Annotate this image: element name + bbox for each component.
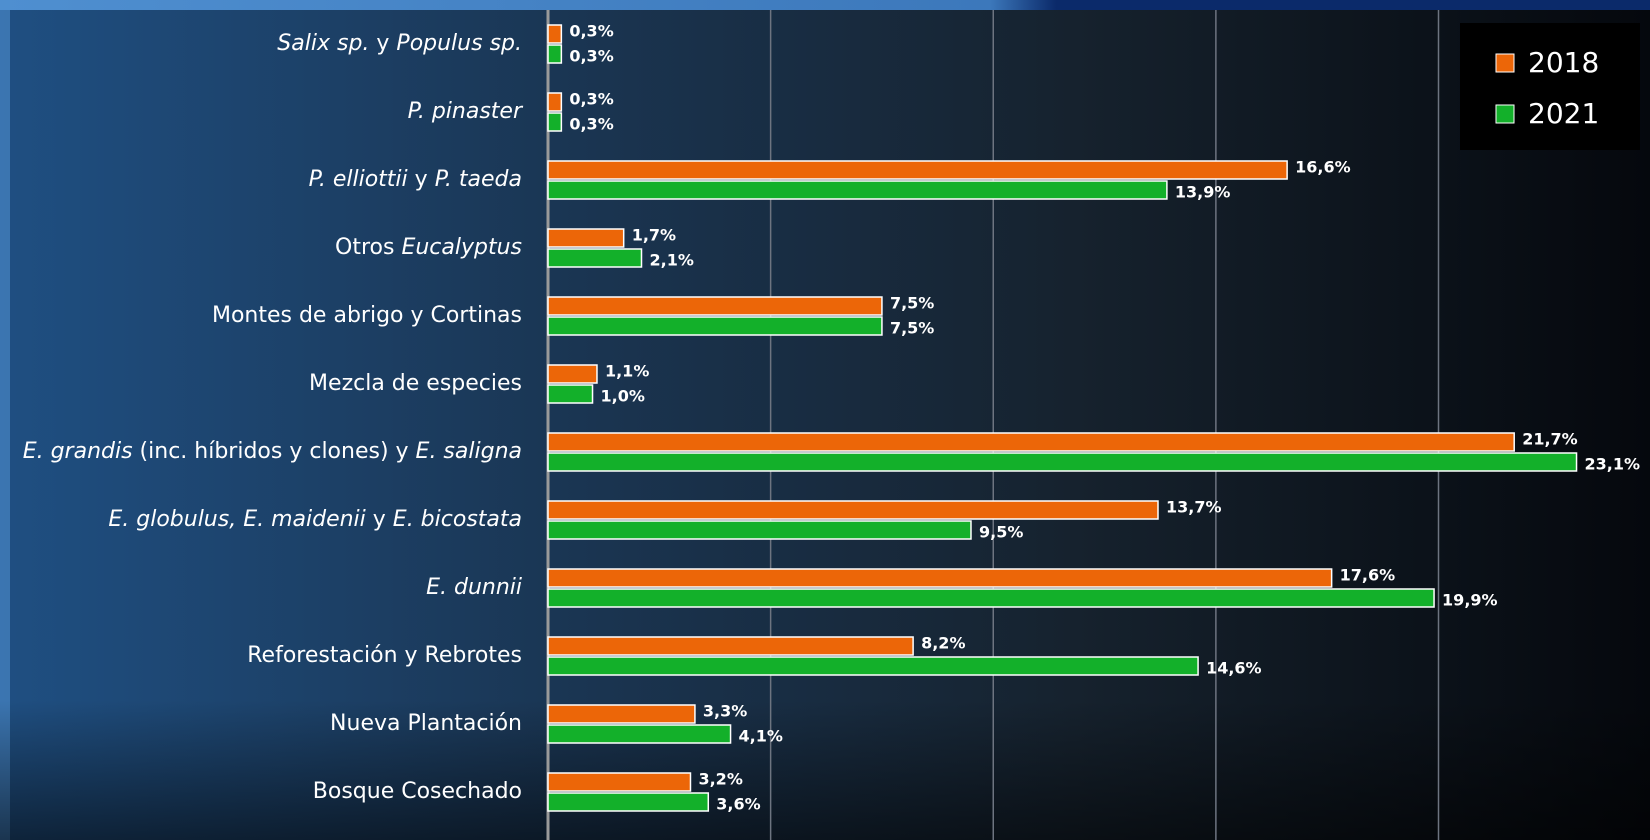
bar [548, 589, 1434, 607]
bar [548, 181, 1167, 199]
category-label-part: Mezcla de especies [309, 371, 522, 396]
category-label-part: (inc. híbridos y clones) y [133, 439, 416, 464]
bar [548, 317, 882, 335]
bar [548, 569, 1332, 587]
value-label: 4,1% [739, 727, 783, 746]
category-label: Nueva Plantación [330, 711, 522, 736]
category-label-part: P. pinaster [408, 99, 524, 124]
legend-label: 2021 [1528, 97, 1599, 130]
legend-label: 2018 [1528, 46, 1599, 79]
value-label: 21,7% [1522, 430, 1578, 449]
category-label-part: E. bicostata [393, 507, 522, 532]
value-label: 13,9% [1175, 183, 1231, 202]
value-label: 3,2% [698, 770, 742, 789]
category-label: P. pinaster [408, 99, 524, 124]
category-label-part: Reforestación y Rebrotes [247, 643, 522, 668]
value-label: 3,6% [716, 795, 760, 814]
bar [548, 637, 913, 655]
category-label-part: E. globulus, E. maidenii [108, 507, 365, 532]
category-label-part: y [369, 31, 396, 56]
top-strip [0, 0, 1650, 10]
bar [548, 657, 1198, 675]
bar [548, 93, 561, 111]
value-label: 0,3% [569, 115, 613, 134]
value-label: 1,0% [601, 387, 645, 406]
value-label: 14,6% [1206, 659, 1262, 678]
legend-box [1460, 23, 1640, 150]
bar [548, 705, 695, 723]
value-label: 23,1% [1585, 455, 1641, 474]
category-label: E. globulus, E. maidenii y E. bicostata [108, 507, 522, 532]
bar [548, 113, 561, 131]
bar [548, 161, 1287, 179]
page: {"chart_data": {"type": "hbar", "categor… [0, 0, 1650, 840]
category-label: Reforestación y Rebrotes [247, 643, 522, 668]
category-label: Otros Eucalyptus [335, 235, 522, 260]
category-label-part: Montes de abrigo y Cortinas [212, 303, 522, 328]
value-label: 1,7% [632, 226, 676, 245]
bar [548, 45, 561, 63]
bar [548, 773, 690, 791]
category-label: P. elliottii y P. taeda [309, 167, 522, 192]
category-label: Bosque Cosechado [313, 779, 522, 804]
bar [548, 521, 971, 539]
bar [548, 501, 1158, 519]
value-label: 8,2% [921, 634, 965, 653]
chart: 0,3% 0,3% 0,3% 0,3% 16,6% 13,9% 1,7% 2,1% 7,5% 7,… [0, 0, 1650, 840]
category-label-part: Bosque Cosechado [313, 779, 522, 804]
legend-swatch [1496, 54, 1514, 72]
bar [548, 453, 1577, 471]
bar [548, 25, 561, 43]
bottom-shade [0, 700, 1650, 840]
bar [548, 385, 593, 403]
value-label: 13,7% [1166, 498, 1222, 517]
bar [548, 365, 597, 383]
value-label: 19,9% [1442, 591, 1498, 610]
bar [548, 229, 624, 247]
category-label-part: y [366, 507, 393, 532]
category-label-part: Nueva Plantación [330, 711, 522, 736]
category-label-part: Eucalyptus [401, 235, 522, 260]
value-label: 16,6% [1295, 158, 1351, 177]
category-label-part: E. dunnii [426, 575, 522, 600]
value-label: 9,5% [979, 523, 1023, 542]
value-label: 2,1% [650, 251, 694, 270]
value-label: 17,6% [1340, 566, 1396, 585]
value-label: 0,3% [569, 90, 613, 109]
value-label: 1,1% [605, 362, 649, 381]
value-label: 7,5% [890, 319, 934, 338]
category-label-part: Populus sp. [396, 31, 522, 56]
value-label: 3,3% [703, 702, 747, 721]
category-label-part: y [408, 167, 435, 192]
category-label-part: P. taeda [435, 167, 522, 192]
legend-swatch [1496, 105, 1514, 123]
bar [548, 433, 1514, 451]
category-label: Salix sp. y Populus sp. [277, 31, 522, 56]
value-label: 0,3% [569, 47, 613, 66]
category-label: Montes de abrigo y Cortinas [212, 303, 522, 328]
value-label: 7,5% [890, 294, 934, 313]
category-label-part: Salix sp. [277, 31, 369, 56]
category-label-part: P. elliottii [309, 167, 408, 192]
category-label-part: E. grandis [23, 439, 133, 464]
category-label-part: E. saligna [416, 439, 522, 464]
category-label-part: Otros [335, 235, 401, 260]
bar [548, 725, 731, 743]
value-label: 0,3% [569, 22, 613, 41]
bar [548, 249, 642, 267]
bar [548, 297, 882, 315]
category-label: E. grandis (inc. híbridos y clones) y E.… [23, 439, 522, 464]
bar [548, 793, 708, 811]
category-label: E. dunnii [426, 575, 522, 600]
category-label: Mezcla de especies [309, 371, 522, 396]
